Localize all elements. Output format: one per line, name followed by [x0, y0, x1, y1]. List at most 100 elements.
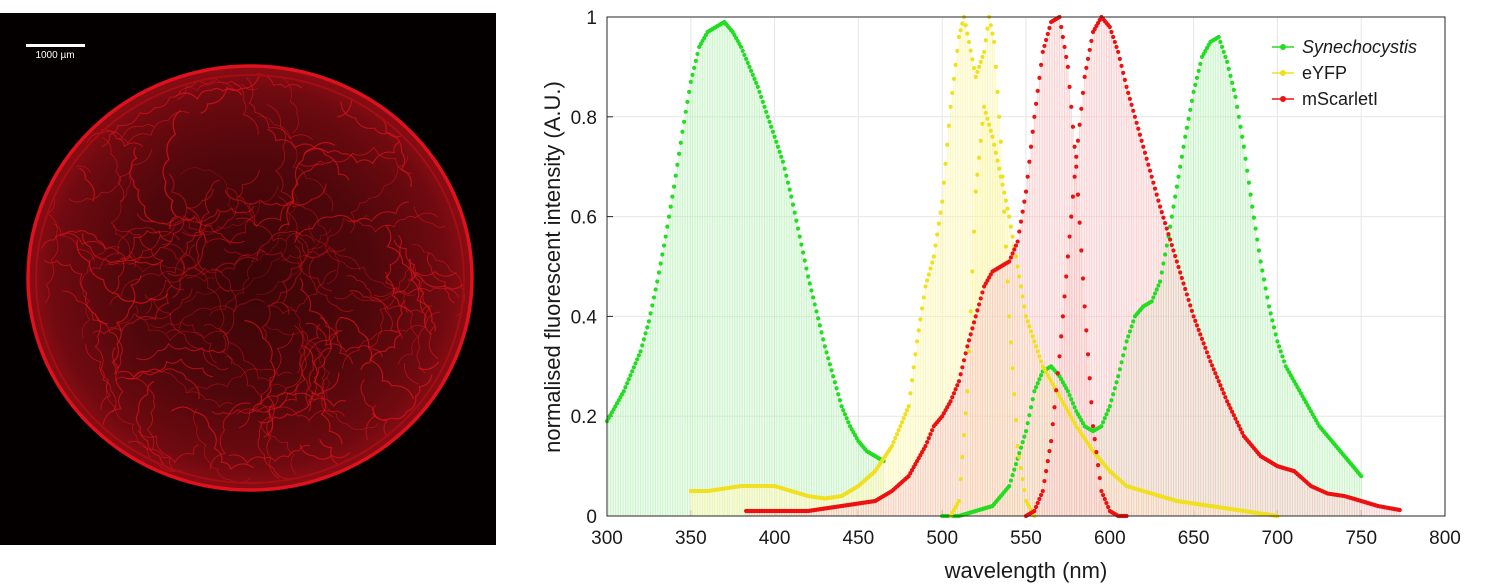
series-eyfp-point: [940, 199, 945, 204]
series-mscarleti-point: [1146, 162, 1151, 167]
series-eyfp-point: [1023, 314, 1029, 319]
series-eyfp-point: [958, 476, 963, 482]
series-synechocystis-point: [767, 119, 772, 124]
series-mscarleti-point: [1142, 150, 1148, 155]
colony-wrinkle: [305, 330, 342, 406]
colony-wrinkle: [319, 439, 339, 466]
series-mscarleti-point: [1132, 114, 1138, 119]
series-mscarleti-point: [973, 314, 978, 319]
series-mscarleti-point: [1164, 226, 1169, 231]
colony-wrinkle: [68, 149, 153, 203]
series-mscarleti-point: [1198, 332, 1203, 337]
series-synechocystis-point: [819, 330, 824, 335]
series-mscarleti-point: [1067, 234, 1072, 239]
series-mscarleti-point: [948, 399, 953, 404]
series-synechocystis-point: [1276, 344, 1282, 349]
series-eyfp-point: [998, 174, 1003, 179]
series-mscarleti-point: [1007, 259, 1012, 264]
colony-wrinkle: [111, 275, 142, 375]
colony-wrinkle: [308, 224, 416, 296]
colony-wrinkle: [369, 263, 416, 348]
series-synechocystis-point: [1243, 156, 1248, 161]
x-tick-label: 600: [1094, 528, 1126, 549]
series-synechocystis-point: [1251, 215, 1257, 220]
series-eyfp-point: [982, 104, 987, 109]
colony-wrinkle: [302, 345, 343, 445]
series-synechocystis-point: [827, 362, 833, 367]
series-eyfp-point: [923, 284, 928, 289]
y-tick-label: 0.4: [571, 307, 598, 328]
colony-wrinkle: [171, 211, 221, 299]
series-synechocystis-point: [1163, 252, 1168, 257]
colony-wrinkle: [128, 188, 214, 265]
series-synechocystis-point: [1008, 478, 1014, 483]
series-synechocystis-point: [829, 368, 834, 373]
series-mscarleti-point: [971, 320, 977, 325]
colony-wrinkle: [225, 355, 274, 438]
series-mscarleti-point: [1075, 138, 1081, 143]
series-synechocystis-point: [844, 416, 849, 421]
colony-wrinkle: [109, 244, 196, 305]
series-eyfp-point: [909, 378, 915, 383]
series-synechocystis-point: [648, 311, 653, 316]
colony-wrinkle: [208, 250, 266, 316]
series-mscarleti-point: [1196, 327, 1201, 332]
series-mscarleti-point: [1157, 204, 1163, 209]
legend-eyfp-label: eYFP: [1302, 63, 1347, 83]
series-synechocystis-point: [807, 281, 812, 286]
series-mscarleti-point: [1059, 24, 1064, 30]
series-eyfp-point: [1020, 476, 1025, 482]
colony-wrinkle: [223, 248, 333, 292]
series-mscarleti-point: [1112, 39, 1117, 45]
series-eyfp-point: [993, 150, 998, 155]
colony-wrinkle: [360, 379, 388, 438]
series-mscarleti-point: [1094, 450, 1099, 455]
series-eyfp-point: [946, 123, 952, 128]
colony-wrinkle: [227, 187, 302, 242]
series-eyfp-point: [955, 48, 960, 54]
series-mscarleti-point: [930, 428, 935, 433]
series-mscarleti-point: [1054, 388, 1059, 393]
x-tick-label: 750: [1345, 528, 1377, 549]
series-synechocystis-point: [685, 99, 690, 104]
series-synechocystis-point: [834, 386, 839, 391]
series-synechocystis-point: [747, 64, 752, 69]
series-synechocystis-point: [668, 204, 673, 209]
x-tick-label: 400: [759, 528, 791, 549]
series-synechocystis-point: [653, 287, 658, 292]
series-synechocystis-point: [631, 365, 636, 370]
colony-wrinkle: [297, 146, 412, 174]
series-synechocystis-point: [655, 279, 660, 284]
colony-wrinkle: [179, 167, 258, 224]
series-eyfp-point: [899, 420, 905, 425]
colony-wrinkle: [371, 374, 433, 421]
series-mscarleti-point: [955, 383, 960, 388]
colony-wrinkle: [261, 245, 303, 340]
series-mscarleti-point: [1070, 124, 1076, 129]
series-mscarleti-point: [1126, 90, 1131, 95]
legend-synechocystis-label: Synechocystis: [1302, 37, 1417, 57]
series-eyfp-point: [1022, 304, 1027, 309]
series-mscarleti-point: [1035, 88, 1040, 93]
colony-wrinkle: [149, 321, 217, 364]
series-synechocystis-point: [806, 274, 811, 279]
series-synechocystis-point: [1225, 59, 1230, 65]
series-synechocystis-point: [1176, 174, 1181, 179]
series-synechocystis-point: [752, 76, 757, 81]
series-eyfp-point: [973, 189, 978, 194]
series-mscarleti-point: [1152, 186, 1158, 191]
series-synechocystis-point: [1271, 325, 1277, 330]
series-synechocystis-point: [1100, 420, 1106, 425]
series-synechocystis-point: [1033, 385, 1039, 390]
series-mscarleti-point: [950, 395, 955, 400]
colony-wrinkle: [271, 301, 305, 374]
series-synechocystis-point: [1188, 107, 1193, 112]
series-synechocystis-point: [1183, 134, 1188, 139]
series-eyfp-point: [966, 39, 972, 45]
colony-wrinkle: [299, 277, 353, 365]
series-synechocystis-point: [1253, 226, 1258, 231]
series-synechocystis-point: [784, 173, 789, 178]
colony-wrinkle: [265, 323, 333, 407]
series-mscarleti-point: [1037, 496, 1042, 502]
series-eyfp-point: [988, 128, 993, 133]
